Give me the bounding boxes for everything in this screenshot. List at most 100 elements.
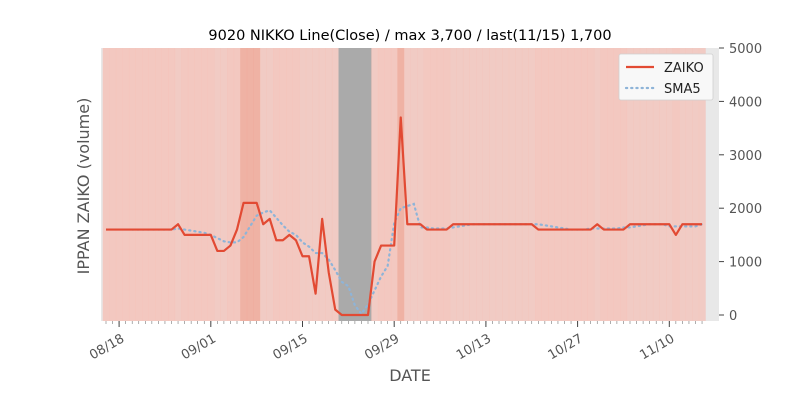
background-band <box>528 48 536 321</box>
y-tick-label: 5000 <box>729 42 762 57</box>
background-band <box>207 48 215 321</box>
background-band <box>508 48 516 321</box>
background-band <box>613 48 621 321</box>
background-band <box>390 48 398 321</box>
background-band <box>626 48 634 321</box>
background-band <box>404 48 411 321</box>
background-band <box>417 48 425 321</box>
y-tick-label: 2000 <box>729 202 762 217</box>
background-band <box>305 48 313 321</box>
background-band <box>351 48 359 321</box>
background-band <box>128 48 136 321</box>
background-band <box>122 48 130 321</box>
background-band <box>652 48 660 321</box>
x-tick-label: 09/01 <box>179 331 219 363</box>
background-band <box>436 48 444 321</box>
background-band <box>685 48 693 321</box>
background-band <box>377 48 385 321</box>
background-band <box>194 48 202 321</box>
background-band <box>161 48 169 321</box>
background-band <box>109 48 117 321</box>
background-band <box>292 48 300 321</box>
background-band <box>587 48 595 321</box>
background-band <box>443 48 451 321</box>
x-axis: 08/18 09/01 09/15 09/29 10/13 10/27 11/10 <box>87 321 703 363</box>
background-band <box>666 48 673 321</box>
background-band <box>469 48 477 321</box>
background-band <box>456 48 464 321</box>
background-band <box>318 48 326 321</box>
x-tick-label: 09/29 <box>362 331 402 363</box>
background-band <box>449 48 457 321</box>
background-bands <box>101 48 719 321</box>
x-tick-label: 09/15 <box>271 331 311 363</box>
series-line-zaiko <box>106 116 703 317</box>
background-band <box>174 48 182 321</box>
y-tick-label: 0 <box>729 309 737 324</box>
background-band <box>423 48 431 321</box>
background-band <box>325 48 333 321</box>
background-band <box>607 48 615 321</box>
background-band <box>495 48 503 321</box>
x-tick-label: 08/18 <box>87 331 127 363</box>
background-band <box>633 48 641 321</box>
background-band <box>574 48 582 321</box>
background-band <box>692 48 700 321</box>
background-band <box>430 48 438 321</box>
background-band <box>253 48 261 321</box>
background-band <box>233 48 241 321</box>
background-band <box>521 48 529 321</box>
background-band <box>273 48 280 321</box>
background-band <box>181 48 189 321</box>
x-tick-label: 11/10 <box>637 331 677 363</box>
background-band <box>567 48 575 321</box>
background-band <box>187 48 195 321</box>
background-band <box>482 48 490 321</box>
background-band <box>338 48 346 321</box>
background-band <box>646 48 654 321</box>
background-band <box>200 48 208 321</box>
background-band <box>331 48 339 321</box>
background-band <box>135 48 143 321</box>
background-band <box>102 48 110 321</box>
y-axis-right: 0 1000 2000 3000 4000 5000 <box>719 42 762 324</box>
background-band <box>580 48 588 321</box>
series-lines <box>106 116 704 317</box>
background-band <box>659 48 667 321</box>
y-axis-label: IPPAN ZAIKO (volume) <box>74 98 93 275</box>
background-band <box>227 48 235 321</box>
background-band <box>679 48 687 321</box>
background-band <box>397 48 405 321</box>
background-band <box>312 48 320 321</box>
background-band <box>358 48 366 321</box>
background-band <box>345 48 353 321</box>
background-band <box>620 48 628 321</box>
background-band <box>541 48 549 321</box>
x-tick-label: 10/13 <box>454 331 494 363</box>
background-band <box>698 48 706 321</box>
legend: ZAIKO SMA5 <box>618 53 714 101</box>
background-band <box>489 48 497 321</box>
background-band <box>214 48 222 321</box>
y-tick-label: 3000 <box>729 149 762 164</box>
background-band <box>639 48 647 321</box>
background-band <box>148 48 156 321</box>
background-band <box>240 48 248 321</box>
background-band <box>266 48 274 321</box>
background-band <box>142 48 149 321</box>
background-band <box>246 48 254 321</box>
background-band <box>286 48 294 321</box>
x-tick-label: 10/27 <box>546 331 586 363</box>
background-band <box>515 48 523 321</box>
background-band <box>384 48 392 321</box>
background-band <box>155 48 163 321</box>
background-band <box>476 48 484 321</box>
background-band <box>548 48 556 321</box>
legend-label-sma5: SMA5 <box>664 82 701 97</box>
background-band <box>502 48 510 321</box>
background-band <box>561 48 569 321</box>
background-band <box>600 48 608 321</box>
y-tick-label: 1000 <box>729 256 762 271</box>
chart-title: 9020 NIKKO Line(Close) / max 3,700 / las… <box>208 28 611 44</box>
